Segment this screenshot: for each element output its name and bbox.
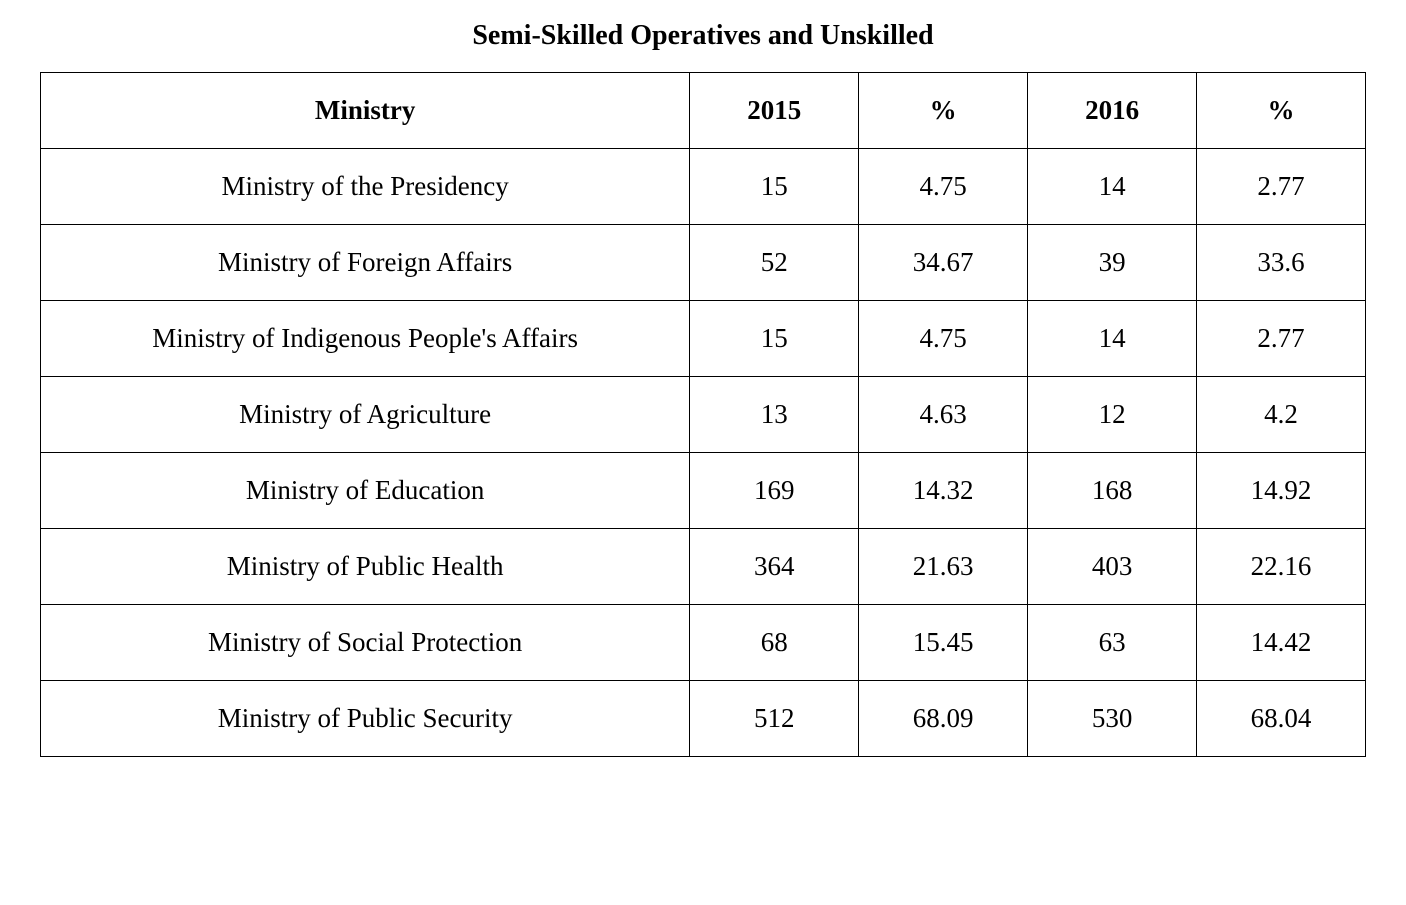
table-cell: 15 (690, 301, 859, 377)
table-row: Ministry of Agriculture134.63124.2 (41, 377, 1366, 453)
table-cell: Ministry of Education (41, 453, 690, 529)
table-row: Ministry of Social Protection6815.456314… (41, 605, 1366, 681)
table-row: Ministry of Foreign Affairs5234.673933.6 (41, 225, 1366, 301)
table-cell: 14.92 (1197, 453, 1366, 529)
table-cell: Ministry of Public Security (41, 681, 690, 757)
column-header: % (1197, 73, 1366, 149)
table-cell: Ministry of the Presidency (41, 149, 690, 225)
table-cell: 4.63 (859, 377, 1028, 453)
table-cell: 14 (1028, 301, 1197, 377)
table-cell: 4.75 (859, 301, 1028, 377)
table-cell: 2.77 (1197, 149, 1366, 225)
table-cell: 530 (1028, 681, 1197, 757)
table-cell: 15.45 (859, 605, 1028, 681)
column-header: 2016 (1028, 73, 1197, 149)
table-cell: 21.63 (859, 529, 1028, 605)
table-cell: 34.67 (859, 225, 1028, 301)
table-cell: Ministry of Indigenous People's Affairs (41, 301, 690, 377)
table-cell: 4.2 (1197, 377, 1366, 453)
table-body: Ministry of the Presidency154.75142.77Mi… (41, 149, 1366, 757)
table-cell: 4.75 (859, 149, 1028, 225)
table-cell: 169 (690, 453, 859, 529)
table-row: Ministry of Public Health36421.6340322.1… (41, 529, 1366, 605)
table-cell: 14.32 (859, 453, 1028, 529)
table-cell: 15 (690, 149, 859, 225)
table-cell: Ministry of Agriculture (41, 377, 690, 453)
table-cell: Ministry of Social Protection (41, 605, 690, 681)
table-cell: 68.09 (859, 681, 1028, 757)
table-cell: 14 (1028, 149, 1197, 225)
table-cell: 33.6 (1197, 225, 1366, 301)
table-cell: Ministry of Public Health (41, 529, 690, 605)
table-row: Ministry of Education16914.3216814.92 (41, 453, 1366, 529)
table-cell: 512 (690, 681, 859, 757)
table-cell: 68 (690, 605, 859, 681)
table-cell: 2.77 (1197, 301, 1366, 377)
ministry-data-table: Ministry 2015 % 2016 % Ministry of the P… (40, 72, 1366, 757)
table-row: Ministry of Indigenous People's Affairs1… (41, 301, 1366, 377)
table-cell: 63 (1028, 605, 1197, 681)
column-header: Ministry (41, 73, 690, 149)
table-cell: 39 (1028, 225, 1197, 301)
table-row: Ministry of the Presidency154.75142.77 (41, 149, 1366, 225)
table-cell: 52 (690, 225, 859, 301)
table-row: Ministry of Public Security51268.0953068… (41, 681, 1366, 757)
table-cell: 22.16 (1197, 529, 1366, 605)
table-header-row: Ministry 2015 % 2016 % (41, 73, 1366, 149)
table-cell: 12 (1028, 377, 1197, 453)
table-cell: 13 (690, 377, 859, 453)
column-header: 2015 (690, 73, 859, 149)
table-cell: 68.04 (1197, 681, 1366, 757)
table-cell: 403 (1028, 529, 1197, 605)
table-cell: 168 (1028, 453, 1197, 529)
table-title: Semi-Skilled Operatives and Unskilled (40, 20, 1366, 52)
table-cell: 14.42 (1197, 605, 1366, 681)
table-cell: Ministry of Foreign Affairs (41, 225, 690, 301)
table-cell: 364 (690, 529, 859, 605)
column-header: % (859, 73, 1028, 149)
